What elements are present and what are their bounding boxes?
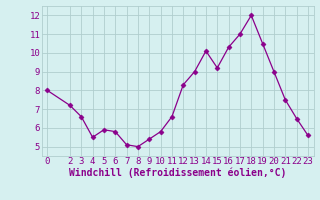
X-axis label: Windchill (Refroidissement éolien,°C): Windchill (Refroidissement éolien,°C) [69, 168, 286, 178]
